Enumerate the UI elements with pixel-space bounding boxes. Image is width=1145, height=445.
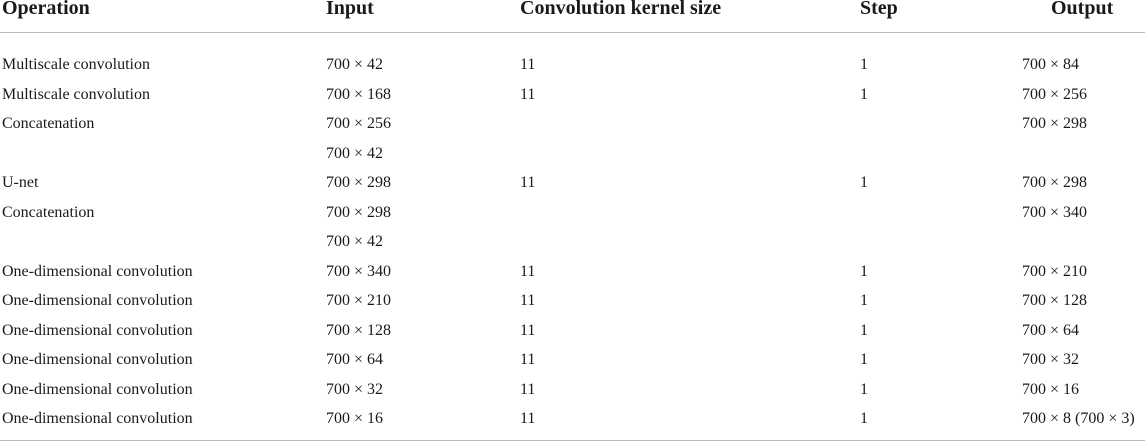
cell-output: 700 × 256	[1022, 85, 1088, 103]
cell-operation: Concatenation	[2, 203, 95, 221]
cell-kernel-size: 11	[520, 380, 536, 398]
cell-output: 700 × 32	[1022, 351, 1080, 368]
cell-kernel-size: 11	[520, 410, 536, 427]
cell-step: 1	[860, 292, 868, 309]
cell-output: 700 × 84	[1022, 56, 1080, 73]
cell-input: 700 × 42	[326, 56, 384, 73]
cell-output: 700 × 16	[1022, 380, 1080, 398]
cell-operation: One-dimensional convolution	[2, 380, 193, 398]
cell-operation: Concatenation	[2, 115, 95, 132]
cell-step: 1	[860, 351, 868, 368]
cell-input: 700 × 32	[326, 380, 384, 398]
cell-operation: One-dimensional convolution	[2, 292, 193, 309]
table-header-row: Operation Input Convolution kernel size …	[0, 0, 1145, 33]
header-operation: Operation	[2, 0, 90, 19]
table-row: Multiscale convolution 700 × 168 11 1 700 × …	[0, 80, 1145, 110]
cell-step: 1	[860, 56, 868, 73]
cell-step: 1	[860, 380, 868, 398]
cell-input: 700 × 340	[326, 262, 392, 280]
table-row: 700 × 42	[0, 227, 1145, 257]
cell-step: 1	[860, 321, 868, 339]
table-body: Multiscale convolution 700 × 42 11 1 700 × 8…	[0, 50, 1145, 434]
header-output: Output	[1051, 0, 1114, 19]
table-row: U-net 700 × 298 11 1 700 × 298	[0, 168, 1145, 198]
cell-input: 700 × 298	[326, 174, 392, 191]
table-row: Concatenation 700 × 256 700 × 298	[0, 109, 1145, 139]
cell-kernel-size: 11	[520, 56, 536, 73]
cell-input: 700 × 64	[326, 351, 384, 368]
cell-operation: One-dimensional convolution	[2, 321, 193, 339]
cell-kernel-size: 11	[520, 85, 536, 103]
cell-operation: Multiscale convolution	[2, 85, 150, 103]
cell-input: 700 × 298	[326, 203, 392, 221]
cell-input: 700 × 210	[326, 292, 392, 309]
cell-output: 700 × 340	[1022, 203, 1088, 221]
cell-output: 700 × 8 (700 × 3)	[1022, 410, 1135, 427]
cell-kernel-size: 11	[520, 174, 536, 191]
cell-input: 700 × 42	[326, 233, 384, 250]
table-row: Concatenation 700 × 298 700 × 340	[0, 198, 1145, 228]
cell-input: 700 × 256	[326, 115, 392, 132]
cell-step: 1	[860, 85, 868, 103]
cell-operation: U-net	[2, 174, 39, 191]
cell-input: 700 × 16	[326, 410, 384, 427]
table-row: One-dimensional convolution 700 × 32 11 1 70…	[0, 375, 1145, 405]
cell-output: 700 × 298	[1022, 174, 1088, 191]
cell-kernel-size: 11	[520, 321, 536, 339]
cell-output: 700 × 298	[1022, 115, 1088, 132]
header-input: Input	[326, 0, 374, 19]
cell-output: 700 × 210	[1022, 262, 1088, 280]
cell-operation: One-dimensional convolution	[2, 410, 193, 427]
table-row: One-dimensional convolution 700 × 210 11 1 7…	[0, 286, 1145, 316]
cell-operation: One-dimensional convolution	[2, 262, 193, 280]
cell-kernel-size: 11	[520, 262, 536, 280]
cell-kernel-size: 11	[520, 292, 536, 309]
table-row: One-dimensional convolution 700 × 340 11 1 7…	[0, 257, 1145, 287]
table-row: One-dimensional convolution 700 × 128 11 1 7…	[0, 316, 1145, 346]
cell-step: 1	[860, 262, 868, 280]
table-bottom-rule	[0, 440, 1145, 441]
table-row: Multiscale convolution 700 × 42 11 1 700 × 8…	[0, 50, 1145, 80]
cell-operation: Multiscale convolution	[2, 56, 150, 73]
table-row: 700 × 42	[0, 139, 1145, 169]
table-row: One-dimensional convolution 700 × 16 11 1 70…	[0, 404, 1145, 434]
header-kernel-size: Convolution kernel size	[520, 0, 722, 19]
cell-input: 700 × 128	[326, 321, 392, 339]
cell-input: 700 × 168	[326, 85, 392, 103]
cell-step: 1	[860, 410, 868, 427]
header-step: Step	[860, 0, 898, 19]
cell-step: 1	[860, 174, 868, 191]
cell-kernel-size: 11	[520, 351, 536, 368]
cell-input: 700 × 42	[326, 144, 384, 162]
cell-operation: One-dimensional convolution	[2, 351, 193, 368]
cell-output: 700 × 64	[1022, 321, 1080, 339]
cell-output: 700 × 128	[1022, 292, 1088, 309]
table-row: One-dimensional convolution 700 × 64 11 1 70…	[0, 345, 1145, 375]
